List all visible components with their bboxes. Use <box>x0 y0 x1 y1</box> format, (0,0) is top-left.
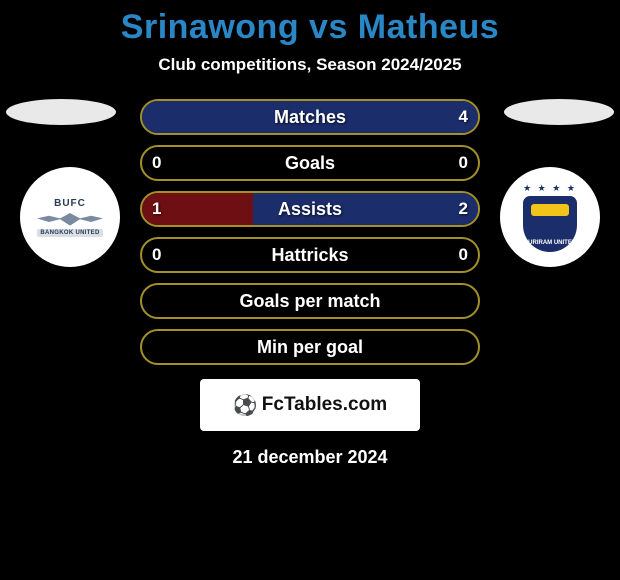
stat-bar: Min per goal <box>140 329 480 365</box>
bufc-crest-icon: BUFC BANGKOK UNITED <box>35 198 105 237</box>
stat-bar: Goals per match <box>140 283 480 319</box>
club-logo-left: BUFC BANGKOK UNITED <box>20 167 120 267</box>
subtitle: Club competitions, Season 2024/2025 <box>0 55 620 75</box>
buriram-crest-icon: ★ ★ ★ ★ BURIRAM UNITED <box>511 178 589 256</box>
stat-bar: Assists 1 2 <box>140 191 480 227</box>
bar-label: Assists <box>278 199 342 220</box>
bar-label: Goals <box>285 153 335 174</box>
bar-value-right: 0 <box>459 245 468 265</box>
bar-value-left: 1 <box>152 199 161 219</box>
stat-bars: Matches4Goals00Assists12Hattricks00Goals… <box>140 99 480 365</box>
bar-value-right: 2 <box>459 199 468 219</box>
stat-bar: Matches 4 <box>140 99 480 135</box>
bar-value-left: 0 <box>152 153 161 173</box>
date-label: 21 december 2024 <box>0 447 620 468</box>
buriram-name: BURIRAM UNITED <box>523 240 577 246</box>
brand-text: FcTables.com <box>262 394 387 416</box>
brand-box[interactable]: ⚽ FcTables.com <box>200 379 420 431</box>
stat-bar: Hattricks 0 0 <box>140 237 480 273</box>
bar-label: Min per goal <box>257 337 363 358</box>
stat-bar: Goals 0 0 <box>140 145 480 181</box>
page-title: Srinawong vs Matheus <box>0 0 620 47</box>
platform-right <box>504 99 614 125</box>
soccer-ball-icon: ⚽ <box>233 393 258 418</box>
bar-value-right: 4 <box>459 107 468 127</box>
bufc-name: BANGKOK UNITED <box>37 229 102 237</box>
comparison-area: BUFC BANGKOK UNITED ★ ★ ★ ★ BURIRAM UNIT… <box>0 99 620 468</box>
bufc-short: BUFC <box>54 198 86 209</box>
club-logo-right: ★ ★ ★ ★ BURIRAM UNITED <box>500 167 600 267</box>
bar-label: Goals per match <box>239 291 380 312</box>
bar-label: Matches <box>274 107 346 128</box>
bar-value-right: 0 <box>459 153 468 173</box>
platform-left <box>6 99 116 125</box>
bar-label: Hattricks <box>271 245 348 266</box>
bar-value-left: 0 <box>152 245 161 265</box>
